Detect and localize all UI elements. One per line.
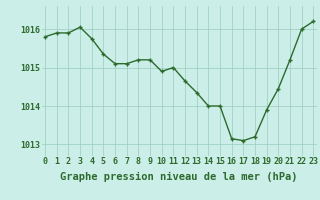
X-axis label: Graphe pression niveau de la mer (hPa): Graphe pression niveau de la mer (hPa) <box>60 172 298 182</box>
